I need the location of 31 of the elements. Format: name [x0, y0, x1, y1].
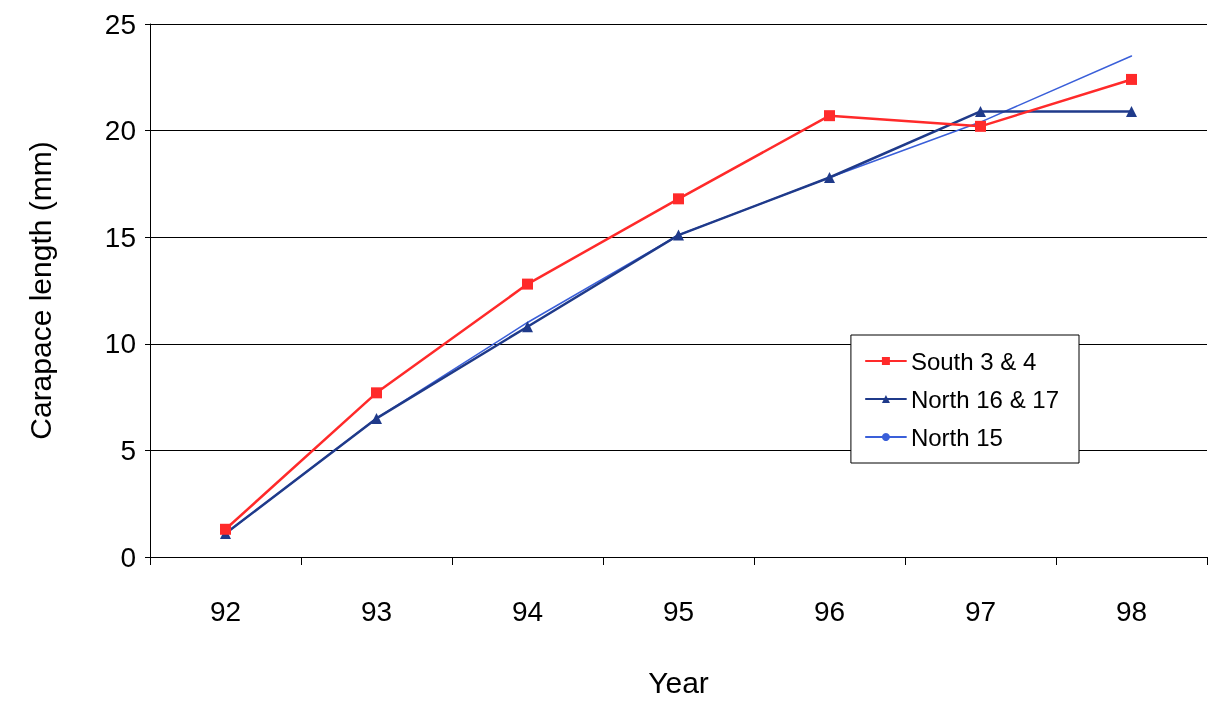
point: [371, 412, 382, 424]
point: [975, 105, 986, 117]
y-axis-title: Carapace length (mm): [23, 141, 57, 440]
x-tick-label: 97: [964, 595, 997, 627]
legend-label: North 15: [910, 423, 1003, 451]
point: [673, 229, 684, 241]
point: [522, 321, 533, 333]
legend-label: South 3 & 4: [910, 347, 1037, 375]
point: [371, 387, 382, 399]
y-tick-label: 25: [104, 8, 136, 40]
point: [673, 193, 684, 205]
point: [975, 120, 986, 132]
x-tick-label: 95: [662, 595, 695, 627]
x-tick-label: 93: [360, 595, 393, 627]
point: [824, 110, 835, 122]
y-tick-label: 20: [104, 115, 136, 147]
y-tick-label: 5: [120, 434, 136, 466]
point: [522, 278, 533, 290]
point: [220, 523, 231, 535]
y-tick-label: 0: [120, 541, 136, 573]
legend-label: North 16 & 17: [910, 385, 1059, 413]
x-tick-label: 94: [511, 595, 544, 627]
y-tick-label: 15: [104, 221, 136, 253]
x-tick-label: 92: [209, 595, 242, 627]
x-axis-title: Year: [648, 665, 709, 699]
x-tick-label: 96: [813, 595, 846, 627]
y-tick-label: 10: [104, 328, 136, 360]
point: [1126, 73, 1137, 85]
point: [824, 172, 835, 183]
x-tick-label: 98: [1115, 595, 1148, 627]
point: [1126, 105, 1137, 117]
